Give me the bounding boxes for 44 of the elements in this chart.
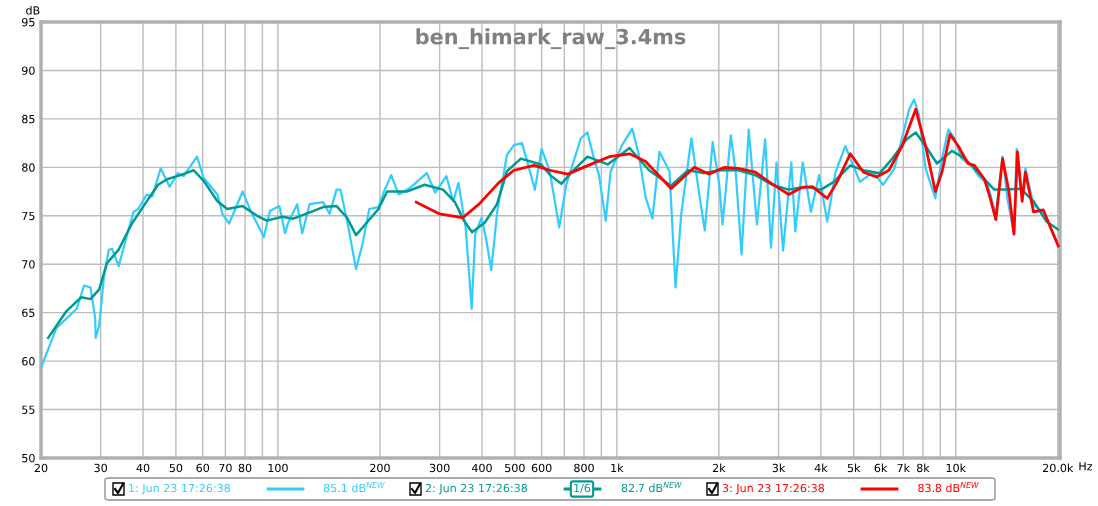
y-tick-label: 50 bbox=[22, 453, 35, 463]
x-tick-label: 4k bbox=[814, 463, 828, 472]
y-tick-label: 80 bbox=[22, 163, 35, 172]
x-tick-label: 70 bbox=[219, 463, 232, 473]
y-tick-label: 75 bbox=[22, 211, 35, 221]
text: 1/6 bbox=[574, 483, 591, 494]
text: 85.1 dB$^{NEW}$ bbox=[323, 482, 385, 493]
x-tick-label: 6k bbox=[874, 463, 888, 473]
y-tick-label: 90 bbox=[22, 66, 35, 75]
x-tick-label: 800 bbox=[574, 463, 594, 473]
x-tick-label: 20 bbox=[34, 463, 48, 473]
x-tick-label: 40 bbox=[136, 463, 150, 473]
x-tick-label: 400 bbox=[471, 463, 492, 473]
x-tick-label: 600 bbox=[531, 463, 552, 473]
x-tick-label: 20.0k bbox=[1043, 463, 1074, 473]
text: 82.7 dB$^{NEW}$ bbox=[621, 482, 682, 493]
x-tick-label: 30 bbox=[94, 463, 108, 473]
y-tick-label: 85 bbox=[22, 114, 35, 124]
x-tick-label: 1k bbox=[611, 463, 624, 472]
y-tick-label: 70 bbox=[22, 260, 35, 269]
text: 3: Jun 23 17:26:38 bbox=[722, 483, 825, 495]
y-tick-label: 95 bbox=[22, 17, 35, 27]
y-tick-label: 60 bbox=[22, 357, 35, 366]
y-tick-label: 55 bbox=[22, 405, 35, 414]
x-tick-label: 2k bbox=[712, 463, 726, 472]
x-tick-label: 3k bbox=[772, 463, 786, 473]
x-tick-label: 5k bbox=[847, 463, 861, 473]
x-tick-label: 60 bbox=[196, 463, 210, 473]
text: 2: Jun 23 17:26:38 bbox=[425, 483, 528, 495]
x-tick-label: 200 bbox=[370, 463, 390, 473]
x-tick-label: 300 bbox=[429, 463, 450, 473]
x-tick-label: 50 bbox=[169, 463, 183, 473]
y-tick-label: 65 bbox=[22, 308, 35, 318]
y-axis-title: dB bbox=[26, 6, 40, 15]
x-tick-label: 80 bbox=[238, 463, 252, 473]
x-tick-label: 500 bbox=[505, 463, 525, 473]
x-tick-label: 8k bbox=[916, 463, 930, 473]
x-tick-label: 10k bbox=[946, 463, 967, 473]
x-axis-title: Hz bbox=[1079, 462, 1093, 471]
text: 1: Jun 23 17:26:38 bbox=[129, 483, 231, 495]
chart-title: ben_himark_raw_3.4ms bbox=[416, 28, 686, 50]
x-tick-label: 100 bbox=[268, 463, 288, 473]
x-tick-label: 7k bbox=[897, 463, 910, 472]
text: 83.8 dB$^{NEW}$ bbox=[918, 482, 979, 493]
